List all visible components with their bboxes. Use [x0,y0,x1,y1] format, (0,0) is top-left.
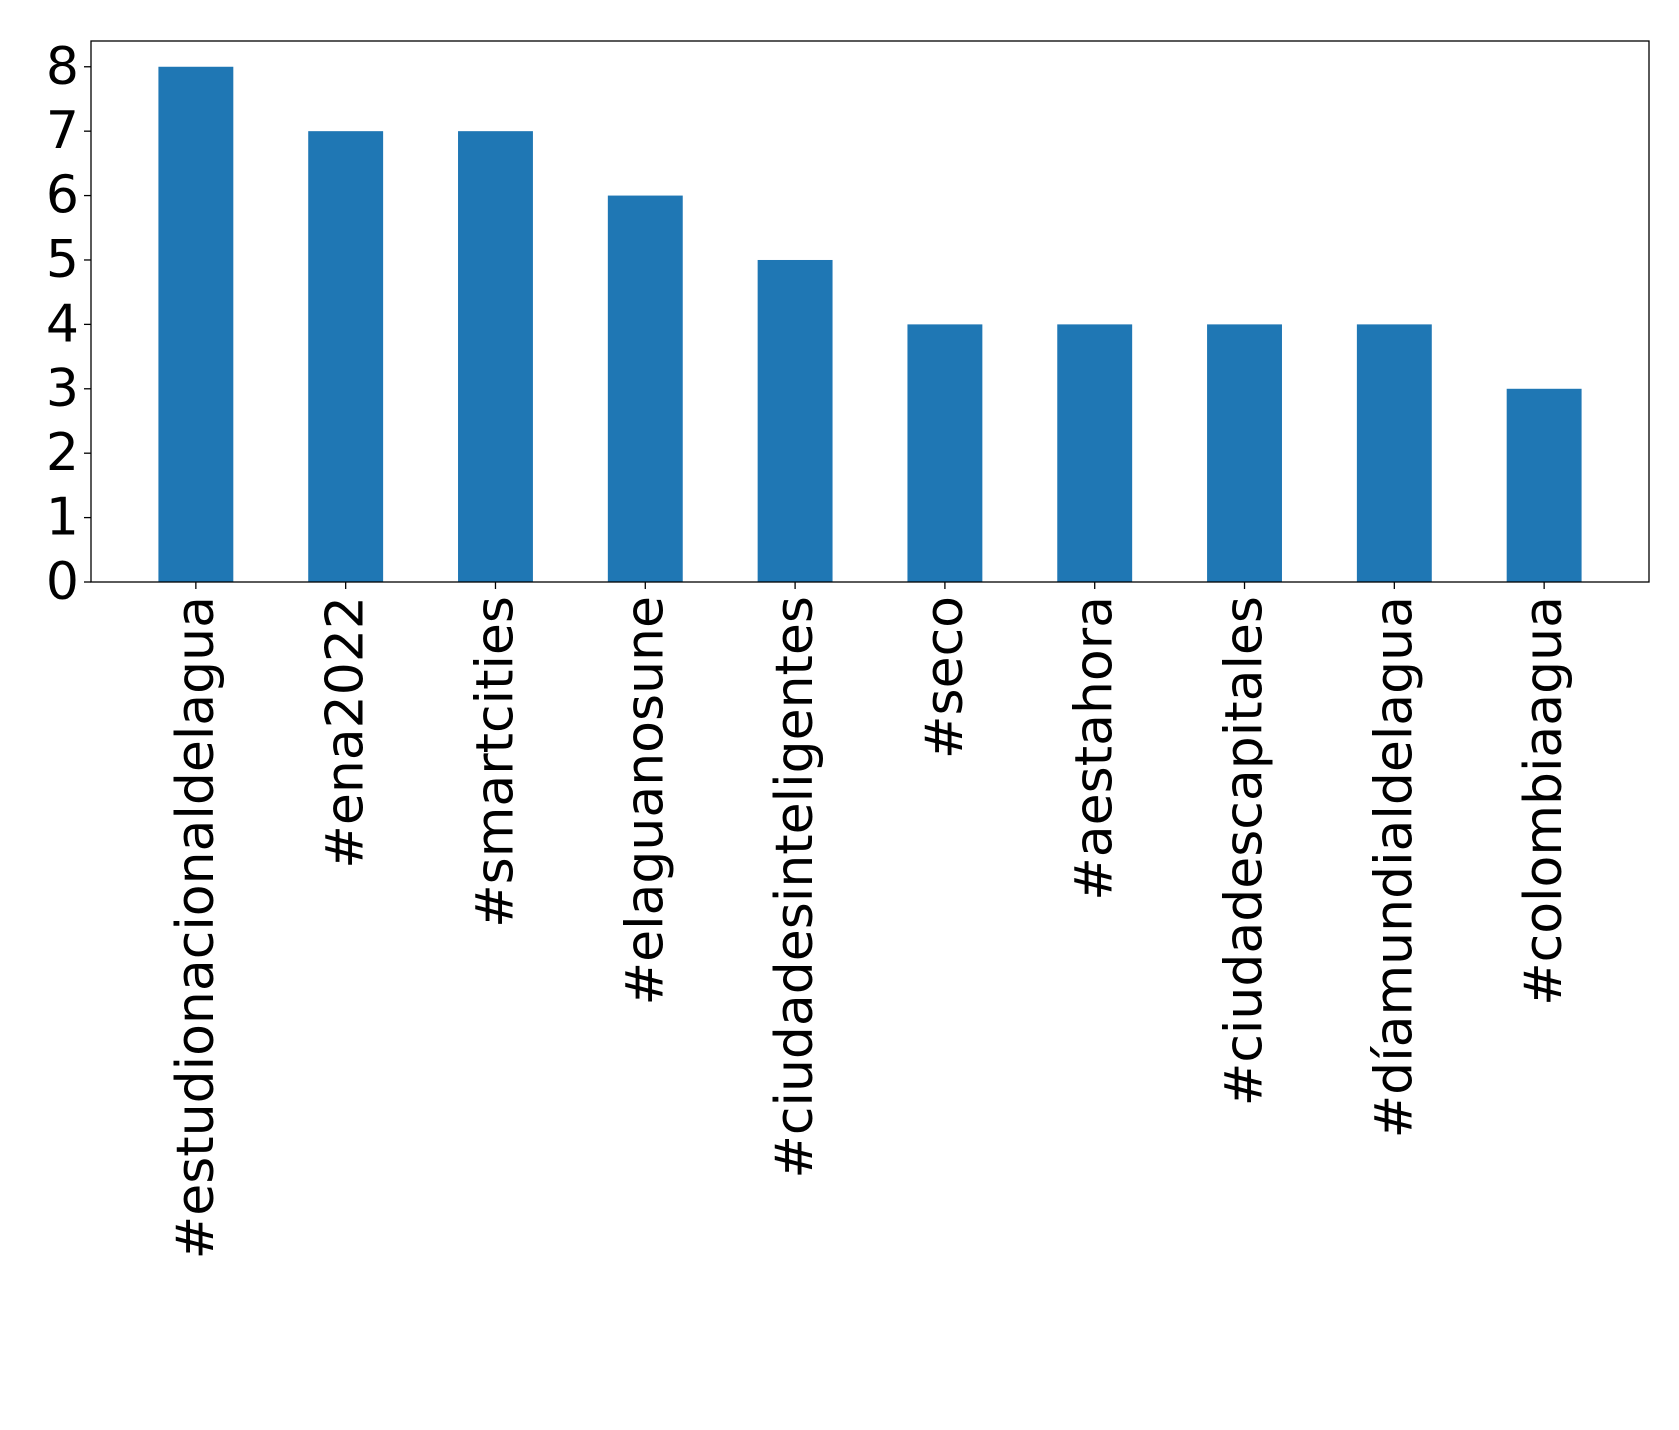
x-tick-label: #colombiaagua [1514,596,1574,1006]
y-tick-label: 8 [46,37,79,97]
bar [1356,324,1432,582]
x-axis: #estudionacionaldelagua #ena2022 #smartcit… [166,582,1574,1259]
x-tick-label: #ciudadescapitales [1215,596,1275,1106]
bar [158,66,234,582]
x-tick-label: #smartcities [465,596,525,928]
bar [308,131,384,582]
bar [1207,324,1282,582]
x-tick-label: #seco [915,596,975,759]
x-tick-label: #aestahora [1065,596,1125,901]
bar [907,324,983,582]
x-tick-label: #estudionacionaldelagua [166,596,226,1259]
bar [458,131,533,582]
bar [757,259,833,582]
bar [1506,388,1582,582]
x-tick-label: #elaguanosune [615,596,675,1005]
y-tick-label: 3 [46,359,79,419]
y-tick-label: 2 [46,423,79,483]
x-tick-label: #díamundialdelagua [1364,596,1424,1138]
plot-frame [90,40,1650,583]
y-tick-label: 5 [46,230,79,290]
bar [1057,324,1133,582]
x-tick-label: #ena2022 [316,596,376,869]
y-tick-label: 1 [46,488,79,548]
bars-layer [158,66,1582,583]
bar [607,195,683,583]
y-tick-label: 4 [46,294,79,354]
y-tick-label: 0 [46,552,79,612]
y-tick-label: 6 [46,166,79,226]
y-tick-label: 7 [46,101,79,161]
x-tick-label: #ciudadesinteligentes [765,596,825,1179]
